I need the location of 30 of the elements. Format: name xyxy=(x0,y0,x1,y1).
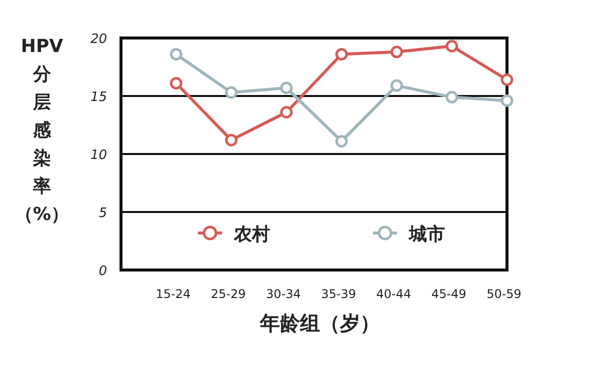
point xyxy=(335,48,348,60)
point xyxy=(500,94,514,107)
y-axis-title: HPV分层感染率（%） xyxy=(14,36,70,225)
point xyxy=(280,106,293,118)
legend-label: 城市 xyxy=(408,224,445,245)
point xyxy=(170,48,182,60)
x-tick-label: 25-29 xyxy=(210,287,246,301)
x-tick-label: 40-44 xyxy=(376,287,412,301)
point xyxy=(446,90,458,104)
point xyxy=(225,134,238,146)
x-tick-label: 30-34 xyxy=(266,287,301,301)
point xyxy=(170,76,182,90)
y-tick-label: 10 xyxy=(90,148,107,163)
point xyxy=(335,134,348,148)
point xyxy=(390,79,403,92)
point xyxy=(446,40,458,52)
y-tick-label: 20 xyxy=(90,32,107,47)
x-tick-label: 45-49 xyxy=(431,287,466,301)
point xyxy=(225,86,238,99)
point xyxy=(390,46,403,58)
y-tick-label: 5 xyxy=(98,206,107,221)
point xyxy=(500,74,514,86)
y-tick-label: 0 xyxy=(98,264,107,279)
x-axis-title: 年龄组（岁） xyxy=(259,311,380,335)
x-tick-label: 35-39 xyxy=(321,287,356,301)
x-tick-label: 50-59 xyxy=(486,287,522,301)
x-tick-label: 15-24 xyxy=(156,287,191,301)
y-tick-label: 15 xyxy=(90,90,107,105)
legend-label: 农村 xyxy=(233,224,270,245)
point xyxy=(280,82,293,94)
